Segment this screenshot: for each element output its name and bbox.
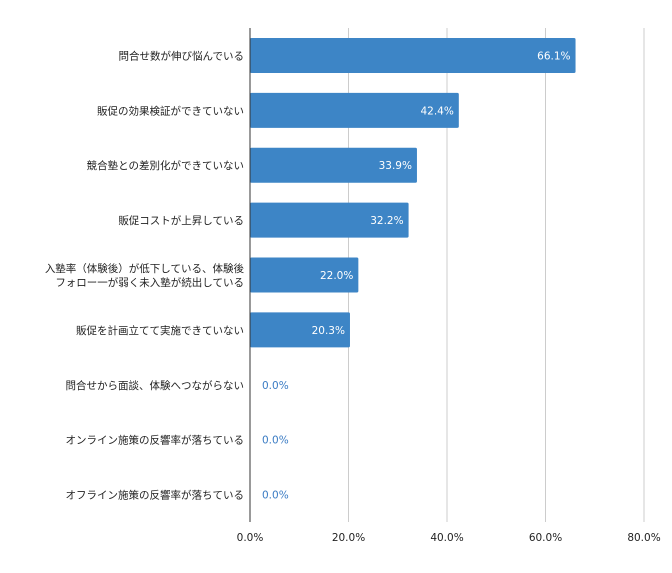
- x-tick-label: 40.0%: [430, 532, 463, 544]
- x-tick-label: 0.0%: [237, 532, 264, 544]
- x-tick-label: 20.0%: [332, 532, 365, 544]
- bar: [250, 312, 350, 348]
- labels: 0.0% 20.0% 40.0% 60.0% 80.0% 66.1% 問合せ数が伸び悩んでい…: [45, 49, 661, 544]
- bar: [250, 37, 576, 73]
- bar: [250, 147, 417, 183]
- data-label: 66.1%: [537, 50, 570, 62]
- bar: [250, 92, 459, 128]
- data-label: 33.9%: [379, 160, 412, 172]
- category-label: オンライン施策の反響率が落ちている: [66, 434, 245, 447]
- category-label: 問合せから面談、体験へつながらない: [66, 379, 245, 392]
- data-label: 0.0%: [262, 490, 289, 502]
- category-label: 問合せ数が伸び悩んでいる: [119, 49, 244, 62]
- category-label: 入塾率（体験後）が低下している、体験後フォロー一が弱く未入塾が続出している: [45, 262, 245, 289]
- category-label: 販促コストが上昇している: [118, 214, 244, 227]
- x-tick-label: 60.0%: [529, 532, 562, 544]
- bar: [250, 257, 359, 293]
- data-label: 42.4%: [420, 105, 453, 117]
- bar: [250, 202, 409, 238]
- data-label: 22.0%: [320, 270, 353, 282]
- category-label: 販促を計画立てて実施できていない: [76, 324, 244, 337]
- data-label: 32.2%: [370, 215, 403, 227]
- data-label: 20.3%: [312, 325, 345, 337]
- x-tick-label: 80.0%: [627, 532, 660, 544]
- bars: [250, 37, 576, 348]
- category-label: 競合塾との差別化ができていない: [87, 159, 244, 172]
- data-label: 0.0%: [262, 435, 289, 447]
- category-label: オフライン施策の反響率が落ちている: [66, 489, 245, 502]
- data-label: 0.0%: [262, 380, 289, 392]
- category-label: 販促の効果検証ができていない: [97, 104, 244, 117]
